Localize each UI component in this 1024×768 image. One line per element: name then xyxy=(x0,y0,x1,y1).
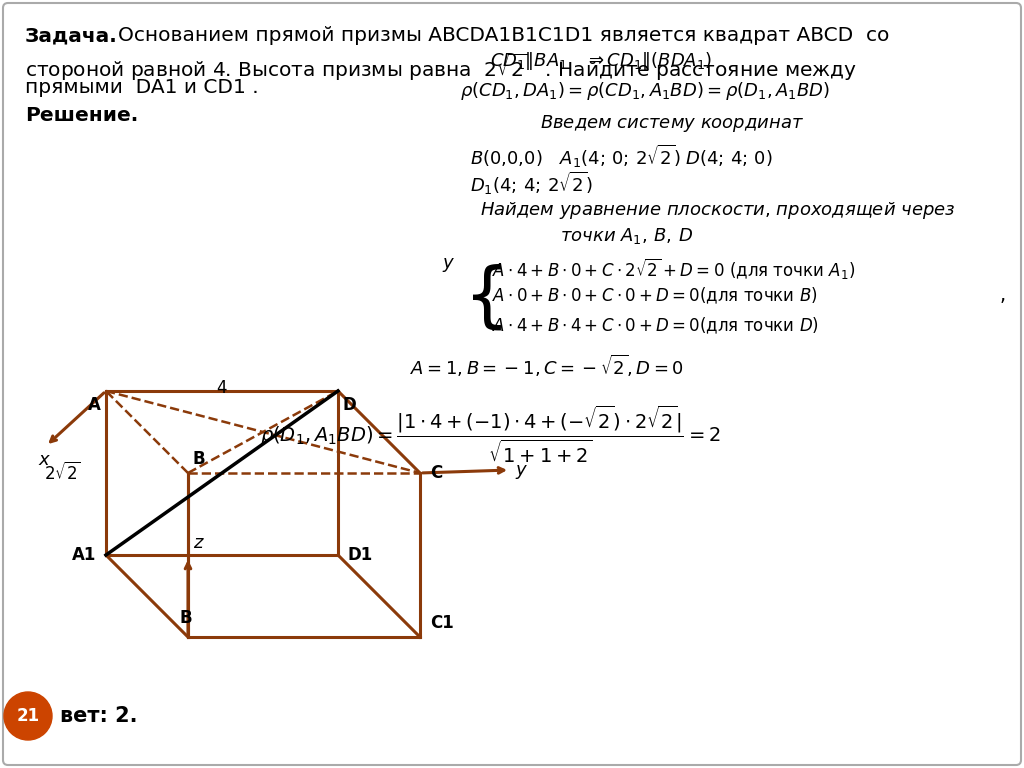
Text: A1: A1 xyxy=(72,546,96,564)
Text: ,: , xyxy=(1000,286,1007,305)
Text: Задача.: Задача. xyxy=(25,26,118,45)
Text: C: C xyxy=(430,464,442,482)
Text: $A\cdot 4 + B\cdot 4 + C\cdot 0 + D = 0(\text{для точки }D)$: $A\cdot 4 + B\cdot 4 + C\cdot 0 + D = 0(… xyxy=(492,316,819,336)
Text: z: z xyxy=(193,534,203,552)
Text: $\rho(CD_1, DA_1) = \rho(CD_1, A_1BD) = \rho(D_1, A_1BD)$: $\rho(CD_1, DA_1) = \rho(CD_1, A_1BD) = … xyxy=(460,80,829,102)
Text: D1: D1 xyxy=(348,546,373,564)
Text: $A = 1, B = -1, C = -\sqrt{2}, D = 0$: $A = 1, B = -1, C = -\sqrt{2}, D = 0$ xyxy=(410,353,684,379)
Text: $A\cdot 0 + B\cdot 0 + C\cdot 0 + D = 0(\text{для точки }B)$: $A\cdot 0 + B\cdot 0 + C\cdot 0 + D = 0(… xyxy=(492,286,817,306)
Text: A: A xyxy=(88,396,101,414)
Text: $\mathit{Найдем\ уравнение\ плоскости{,}\ проходящей\ через}$: $\mathit{Найдем\ уравнение\ плоскости{,}… xyxy=(480,200,955,221)
Text: 21: 21 xyxy=(16,707,40,725)
Text: $2\sqrt{2}$: $2\sqrt{2}$ xyxy=(44,462,81,484)
Text: стороной равной 4. Высота призмы равна  $2\sqrt{2}$   . Найдите расстояние между: стороной равной 4. Высота призмы равна $… xyxy=(25,52,857,83)
Text: $D_1(4;\,4;\,2\sqrt{2})$: $D_1(4;\,4;\,2\sqrt{2})$ xyxy=(470,170,593,197)
FancyBboxPatch shape xyxy=(3,3,1021,765)
Text: 4: 4 xyxy=(217,379,227,397)
Text: B: B xyxy=(179,609,193,627)
Circle shape xyxy=(4,692,52,740)
Text: вет: 2.: вет: 2. xyxy=(60,706,137,726)
Text: $B(0{,}0{,}0)\quad A_1(4;\,0;\,2\sqrt{2})\;D(4;\,4;\,0)$: $B(0{,}0{,}0)\quad A_1(4;\,0;\,2\sqrt{2}… xyxy=(470,143,773,170)
Text: Основанием прямой призмы ABCDA1B1C1D1 является квадрат ABCD  со: Основанием прямой призмы ABCDA1B1C1D1 яв… xyxy=(118,26,890,45)
Text: y: y xyxy=(515,461,525,479)
Text: x: x xyxy=(38,451,48,469)
Text: Решение.: Решение. xyxy=(25,106,138,125)
Text: прямыми  DA1 и CD1 .: прямыми DA1 и CD1 . xyxy=(25,78,259,97)
Text: $A\cdot 4 + B\cdot 0 + C\cdot 2\sqrt{2} + D = 0\ (\text{для точки }A_1)$: $A\cdot 4 + B\cdot 0 + C\cdot 2\sqrt{2} … xyxy=(492,256,855,281)
Text: $\mathit{Введем\ систему\ координат}$: $\mathit{Введем\ систему\ координат}$ xyxy=(540,113,804,134)
Text: $CD_1 \| BA_1 \quad \Rightarrow CD_1 \| (BDA_1)$: $CD_1 \| BA_1 \quad \Rightarrow CD_1 \| … xyxy=(490,50,713,72)
Text: B: B xyxy=(193,450,206,468)
Text: C1: C1 xyxy=(430,614,454,632)
Text: D: D xyxy=(343,396,356,414)
Text: $\mathit{точки\ }A_1,\,B,\,D$: $\mathit{точки\ }A_1,\,B,\,D$ xyxy=(560,226,693,246)
Text: $\{$: $\{$ xyxy=(463,263,502,333)
Text: $y$: $y$ xyxy=(441,256,455,274)
Text: $\rho(D_1, A_1BD) = \dfrac{|1\cdot 4 + (-1)\cdot 4 + (-\sqrt{2})\cdot 2\sqrt{2}|: $\rho(D_1, A_1BD) = \dfrac{|1\cdot 4 + (… xyxy=(260,403,721,465)
